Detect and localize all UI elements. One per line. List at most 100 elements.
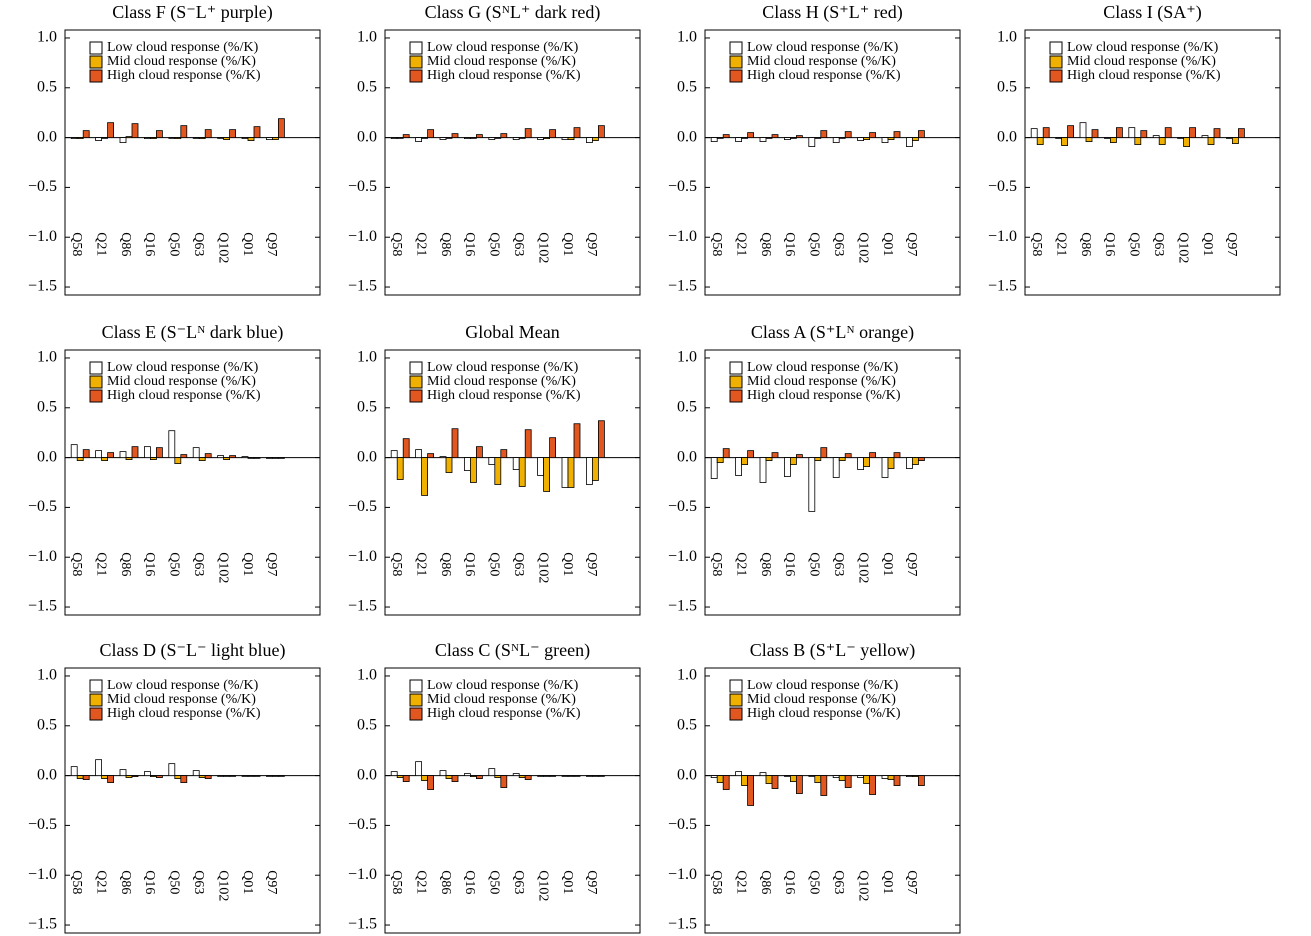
x-tick-label: Q97	[1224, 232, 1239, 256]
bar	[229, 129, 237, 138]
y-tick-label: −0.5	[348, 498, 377, 515]
bar	[277, 775, 285, 777]
bar	[906, 137, 913, 147]
y-tick-label: −1.5	[28, 598, 57, 615]
bar	[814, 457, 822, 461]
bar	[771, 452, 779, 458]
bar	[716, 457, 724, 463]
bar	[421, 457, 429, 496]
bar	[1036, 137, 1044, 145]
x-tick-label: Q58	[709, 552, 724, 576]
x-tick-label: Q58	[389, 552, 404, 576]
bar	[229, 455, 237, 458]
legend-swatch	[409, 693, 423, 707]
bar	[180, 775, 188, 783]
y-tick-label: −0.5	[348, 178, 377, 195]
panel-title: Class E (S⁻Lᴺ dark blue)	[102, 322, 284, 343]
bar	[1055, 137, 1062, 139]
bar	[549, 437, 556, 458]
bar	[253, 126, 261, 138]
y-tick-label: −1.5	[668, 916, 697, 933]
x-tick-label: Q102	[215, 552, 230, 583]
plot-frame	[384, 667, 641, 934]
bar	[415, 137, 423, 142]
x-tick-label: Q21	[733, 552, 748, 576]
y-tick-label: 1.0	[997, 29, 1017, 46]
bar	[832, 775, 840, 778]
bar	[722, 134, 730, 138]
bar	[796, 775, 803, 794]
bar	[561, 137, 569, 140]
legend-label: Low cloud response (%/K)	[107, 678, 259, 693]
bar	[402, 438, 410, 458]
x-tick-label: Q63	[511, 870, 526, 894]
x-tick-label: Q97	[264, 870, 279, 894]
bar	[143, 137, 151, 139]
bar	[494, 775, 502, 778]
bar	[415, 449, 423, 458]
x-tick-label: Q58	[709, 232, 724, 256]
bar	[844, 775, 852, 788]
bar	[155, 775, 163, 778]
x-tick-label: Q16	[462, 870, 477, 894]
bar	[808, 137, 816, 147]
bar	[524, 775, 532, 780]
bar	[265, 775, 273, 777]
legend-label: High cloud response (%/K)	[427, 68, 581, 83]
bar	[271, 457, 279, 459]
x-tick-label: Q01	[240, 552, 255, 576]
legend-swatch	[89, 361, 103, 375]
bar	[494, 137, 502, 139]
bar	[592, 775, 599, 777]
legend-swatch	[409, 375, 423, 389]
bar	[918, 130, 925, 138]
x-tick-label: Q16	[142, 870, 157, 894]
y-tick-label: 1.0	[677, 29, 697, 46]
x-tick-label: Q58	[1029, 232, 1044, 256]
y-tick-label: −1.0	[348, 548, 377, 565]
bar	[1061, 137, 1068, 146]
y-tick-label: 1.0	[37, 349, 57, 366]
bar	[131, 446, 139, 458]
y-tick-label: −1.5	[348, 916, 377, 933]
bar	[735, 457, 742, 476]
bar	[863, 457, 870, 467]
bar	[844, 131, 852, 138]
legend-label: Mid cloud response (%/K)	[747, 374, 896, 389]
y-tick-label: −0.5	[28, 178, 57, 195]
x-tick-label: Q21	[733, 232, 748, 256]
bar	[101, 775, 108, 779]
bar	[1140, 130, 1148, 138]
bar	[451, 775, 459, 782]
bar	[808, 457, 816, 512]
bar	[76, 457, 84, 461]
bar	[76, 775, 84, 779]
panel-title: Class B (S⁺L⁻ yellow)	[750, 640, 916, 661]
panel-title: Class A (S⁺Lᴺ orange)	[751, 322, 914, 343]
bar	[857, 775, 864, 778]
x-tick-label: Q102	[1175, 232, 1190, 263]
legend-swatch	[729, 55, 743, 69]
x-tick-label: Q102	[855, 232, 870, 263]
legend-label: Mid cloud response (%/K)	[107, 692, 256, 707]
bar	[1128, 127, 1136, 138]
bar	[265, 457, 273, 459]
bar	[592, 457, 599, 481]
y-tick-label: −0.5	[668, 816, 697, 833]
bar	[887, 775, 895, 780]
bar	[155, 447, 163, 458]
y-tick-label: −1.5	[348, 278, 377, 295]
bar	[247, 775, 255, 777]
bar	[1104, 137, 1111, 139]
legend-label: High cloud response (%/K)	[427, 706, 581, 721]
bar	[832, 457, 840, 478]
x-tick-label: Q63	[831, 870, 846, 894]
bar	[1238, 128, 1245, 138]
bar	[204, 775, 212, 779]
x-tick-label: Q50	[807, 232, 822, 256]
bar	[445, 775, 453, 779]
x-tick-label: Q102	[535, 232, 550, 263]
plot-frame	[704, 667, 961, 934]
legend-swatch	[409, 679, 423, 693]
bar	[814, 775, 822, 783]
